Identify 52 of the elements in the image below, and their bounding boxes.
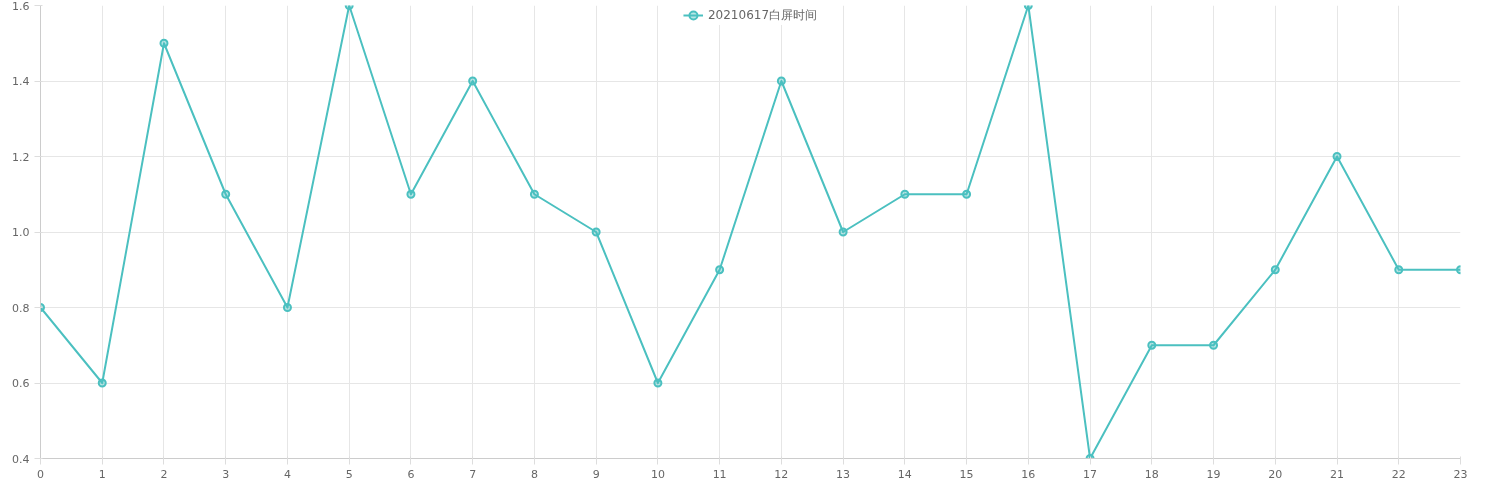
x-tick-label: 0 [37, 467, 44, 481]
y-tick-label: 1.0 [12, 226, 30, 239]
point [97, 378, 107, 388]
x-tick-label: 15 [959, 467, 974, 481]
x-tick-label: 20 [1268, 467, 1283, 481]
x-tick-label: 2 [160, 467, 168, 481]
point [653, 378, 663, 388]
x-tick-label: 7 [469, 467, 477, 481]
x-tick-label: 1 [98, 467, 106, 481]
legend-label: 20210617白屏时间 [707, 6, 818, 24]
x-tick-label: 4 [283, 467, 291, 481]
point [282, 303, 292, 312]
point [406, 189, 416, 199]
y-tick-label: 1.6 [12, 0, 30, 13]
line-series [40, 5, 1461, 459]
point [900, 189, 910, 199]
x-tick-label: 12 [774, 467, 789, 481]
x-tick-label: 18 [1144, 467, 1159, 481]
y-tick-label: 1.4 [12, 75, 30, 88]
x-tick-label: 13 [836, 467, 851, 481]
point [1209, 340, 1219, 350]
point [221, 189, 231, 199]
x-tick-label: 6 [407, 467, 415, 481]
x-tick-label: 3 [222, 467, 230, 481]
point [159, 38, 169, 48]
x-tick-label: 23 [1453, 467, 1468, 481]
point [1147, 340, 1157, 350]
x-tick-label: 9 [592, 467, 600, 481]
point [1270, 265, 1280, 275]
x-tick-label: 19 [1206, 467, 1221, 481]
y-tick-label: 0.8 [12, 301, 30, 315]
x-tick-label: 5 [345, 467, 353, 481]
y-tick-label: 0.4 [12, 452, 30, 466]
point [962, 189, 972, 199]
point [1332, 152, 1342, 161]
y-tick-label: 0.6 [12, 377, 30, 390]
point [776, 76, 786, 86]
x-tick-label: 11 [712, 467, 727, 481]
point [468, 76, 478, 86]
x-tick-label: 14 [897, 467, 912, 481]
x-tick-label: 8 [530, 467, 538, 481]
point [715, 265, 725, 275]
x-tick-label: 21 [1330, 467, 1345, 481]
x-tick-label: 10 [650, 467, 665, 481]
x-tick-label: 16 [1021, 467, 1036, 481]
point [1394, 265, 1404, 275]
point [838, 227, 848, 237]
y-tick-label: 1.2 [12, 150, 30, 164]
point [591, 227, 601, 237]
x-tick-label: 22 [1391, 467, 1406, 481]
x-tick-label: 17 [1083, 467, 1098, 481]
point [529, 189, 539, 199]
